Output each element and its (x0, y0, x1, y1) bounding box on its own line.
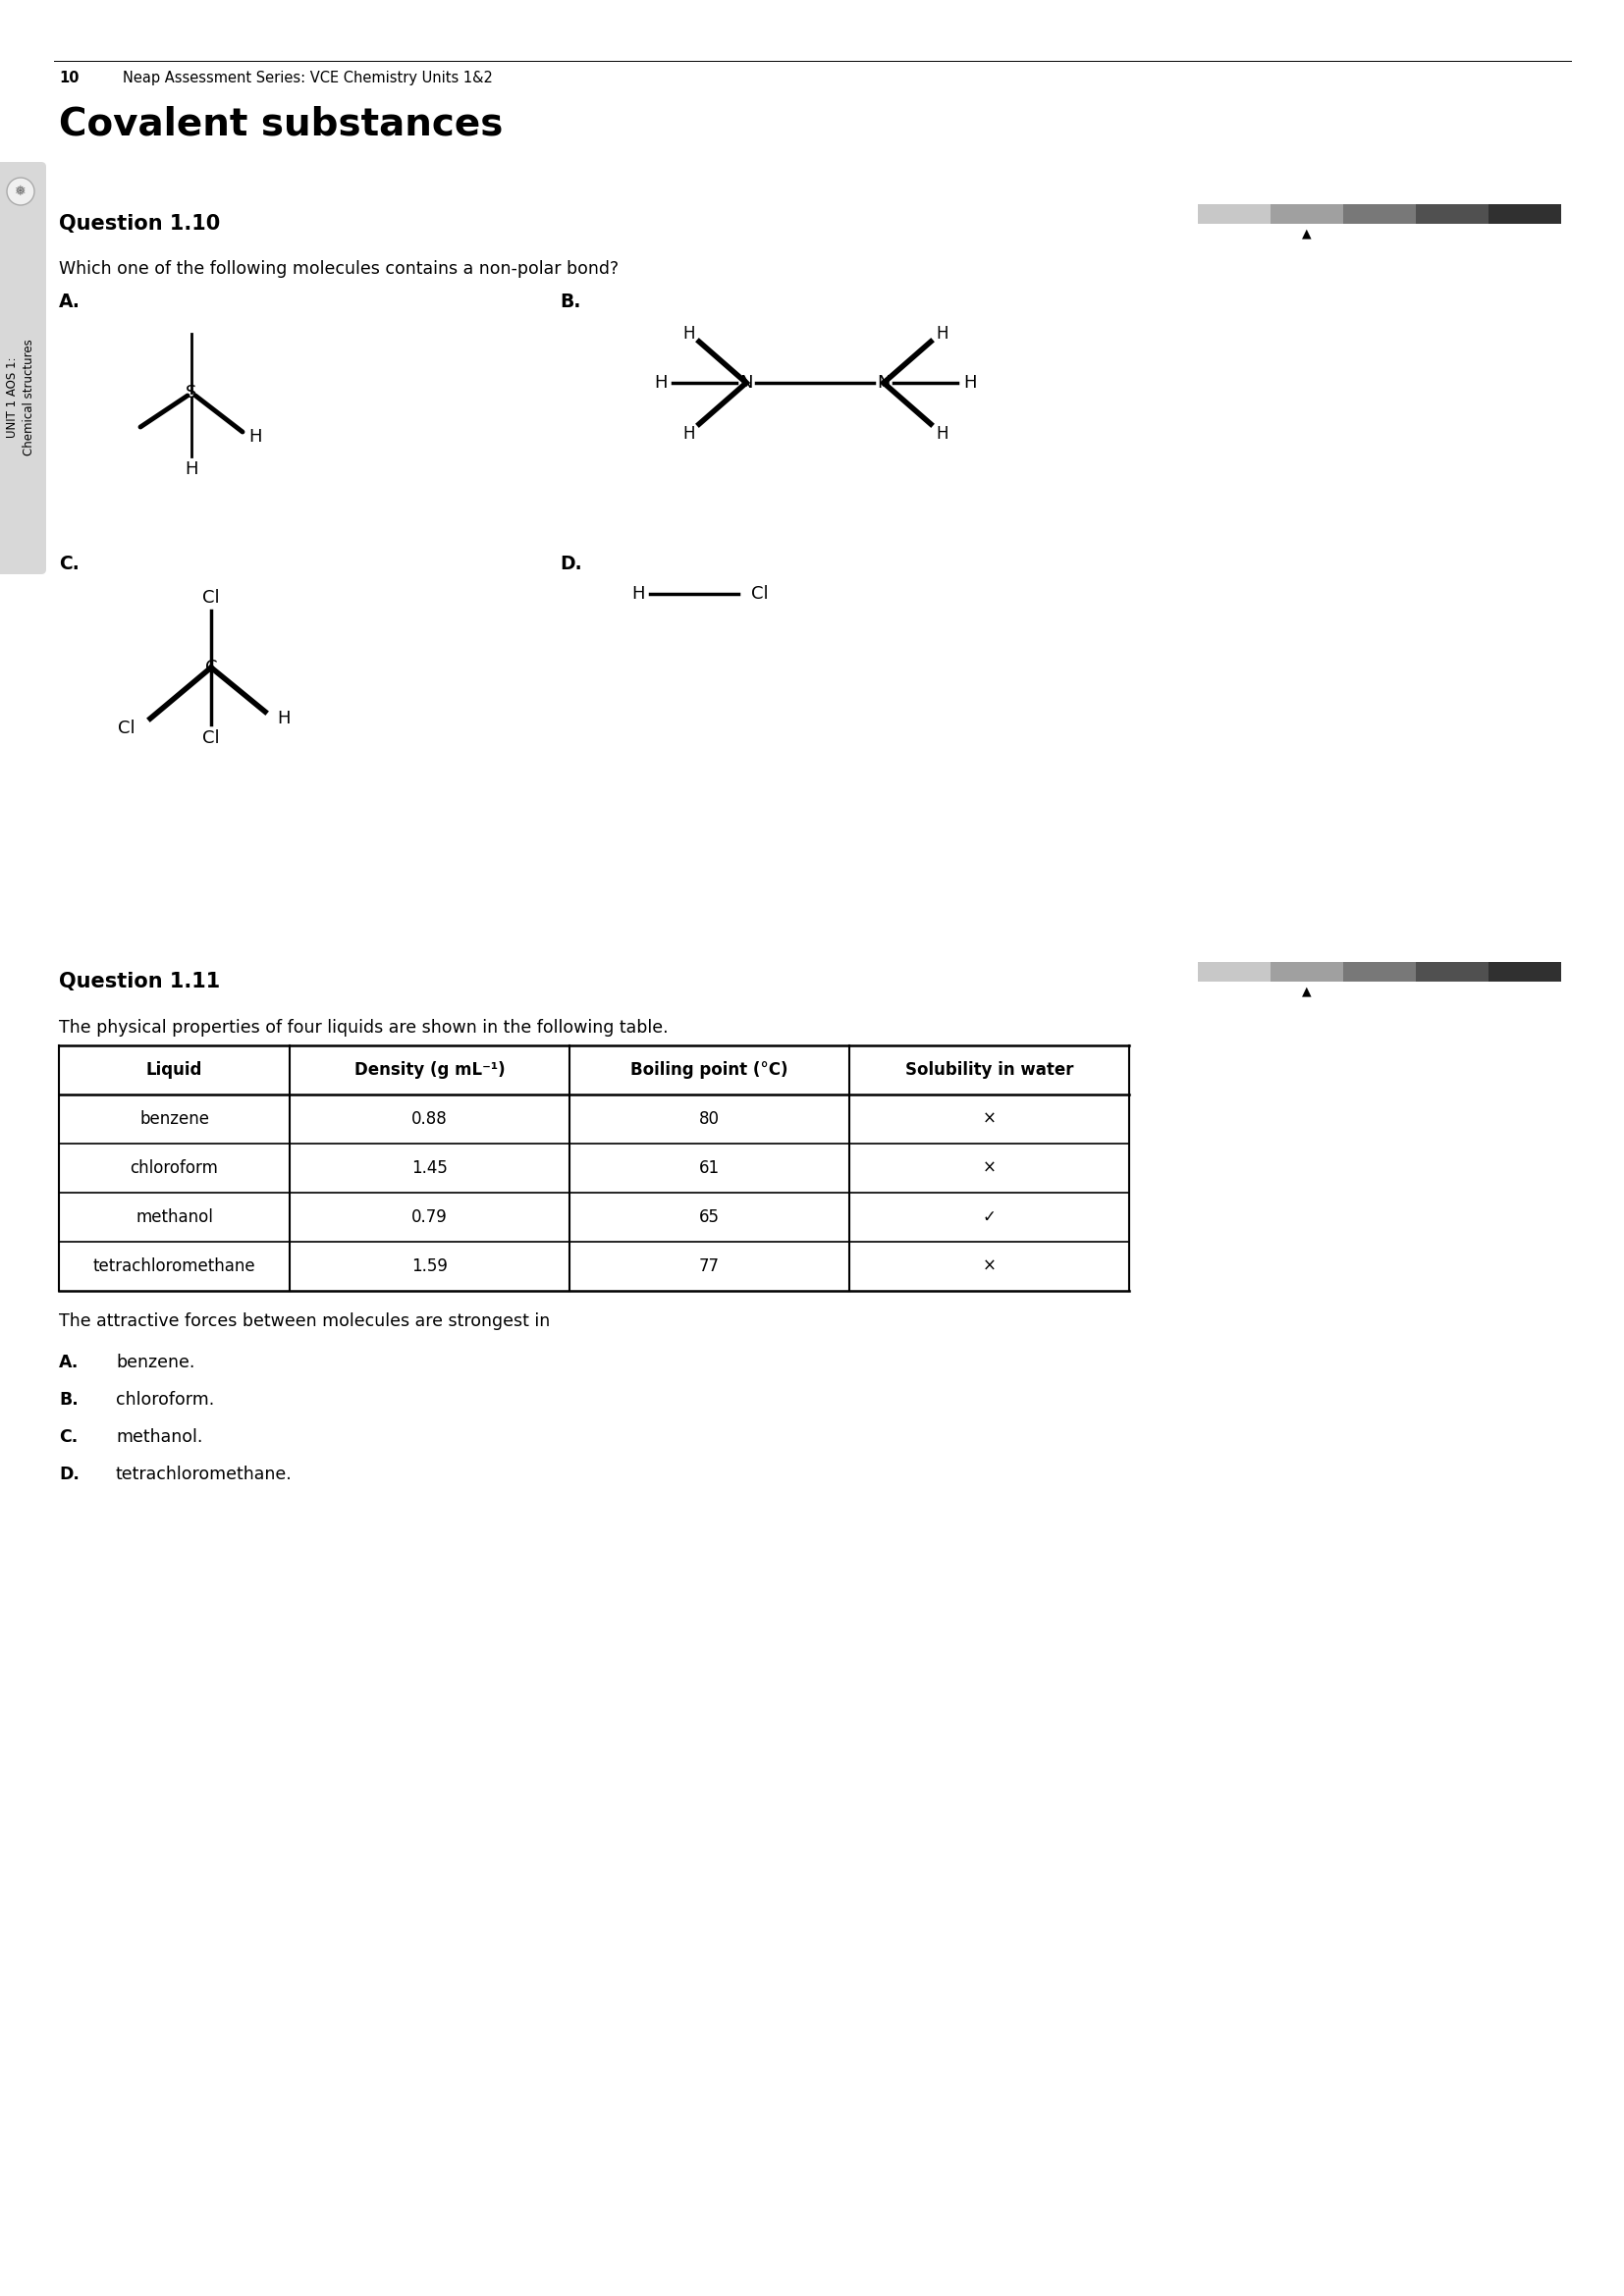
Text: 1.45: 1.45 (411, 1159, 448, 1178)
Text: A.: A. (58, 292, 81, 312)
Text: C.: C. (58, 1428, 78, 1446)
Text: benzene.: benzene. (115, 1355, 195, 1371)
Text: 0.88: 0.88 (411, 1111, 448, 1127)
Text: H: H (963, 374, 976, 393)
Text: D.: D. (560, 556, 581, 574)
Text: B.: B. (560, 292, 581, 312)
Text: 65: 65 (698, 1208, 719, 1226)
Text: Boiling point (°C): Boiling point (°C) (630, 1061, 788, 1079)
Text: 1.59: 1.59 (411, 1258, 448, 1274)
Text: Liquid: Liquid (146, 1061, 203, 1079)
Bar (1270, 962, 1343, 983)
Text: H: H (654, 374, 667, 393)
Text: tetrachloromethane: tetrachloromethane (93, 1258, 255, 1274)
Bar (1199, 204, 1270, 223)
FancyBboxPatch shape (0, 163, 45, 574)
Text: H: H (276, 709, 291, 728)
Bar (1489, 962, 1561, 983)
Text: Neap Assessment Series: VCE Chemistry Units 1&2: Neap Assessment Series: VCE Chemistry Un… (123, 71, 492, 85)
Bar (1416, 204, 1489, 223)
Text: A.: A. (58, 1355, 80, 1371)
Text: Covalent substances: Covalent substances (58, 106, 503, 142)
Text: S: S (185, 383, 197, 402)
Text: Question 1.11: Question 1.11 (58, 971, 221, 992)
Text: Solubility in water: Solubility in water (905, 1061, 1073, 1079)
Text: The physical properties of four liquids are shown in the following table.: The physical properties of four liquids … (58, 1019, 669, 1035)
Text: tetrachloromethane.: tetrachloromethane. (115, 1465, 292, 1483)
Text: Question 1.10: Question 1.10 (58, 214, 221, 234)
Text: ×: × (983, 1159, 996, 1178)
Text: methanol: methanol (135, 1208, 213, 1226)
Text: Density (g mL⁻¹): Density (g mL⁻¹) (354, 1061, 505, 1079)
Text: D.: D. (58, 1465, 80, 1483)
Text: benzene: benzene (140, 1111, 209, 1127)
Text: ×: × (983, 1111, 996, 1127)
Text: C: C (205, 659, 218, 677)
Text: Cl: Cl (203, 590, 219, 606)
Text: H: H (937, 425, 948, 443)
Text: C.: C. (58, 556, 80, 574)
Text: 10: 10 (58, 71, 80, 85)
Text: ✓: ✓ (983, 1208, 996, 1226)
Text: chloroform: chloroform (130, 1159, 218, 1178)
Text: B.: B. (58, 1391, 78, 1410)
Text: 80: 80 (698, 1111, 719, 1127)
Text: H: H (632, 585, 645, 604)
Text: methanol.: methanol. (115, 1428, 203, 1446)
Text: ▲: ▲ (1302, 227, 1312, 239)
Text: N: N (877, 374, 890, 393)
Text: Cl: Cl (119, 719, 135, 737)
Text: 61: 61 (698, 1159, 719, 1178)
Text: Cl: Cl (203, 730, 219, 746)
Bar (1199, 962, 1270, 983)
Text: H: H (684, 425, 695, 443)
Text: H: H (248, 427, 261, 445)
Text: Cl: Cl (752, 585, 768, 604)
Text: ▲: ▲ (1302, 985, 1312, 996)
Bar (1416, 962, 1489, 983)
Text: ❅: ❅ (15, 184, 26, 197)
Text: The attractive forces between molecules are strongest in: The attractive forces between molecules … (58, 1313, 551, 1329)
Text: H: H (684, 326, 695, 342)
Bar (1343, 962, 1416, 983)
Circle shape (6, 177, 34, 204)
Text: chloroform.: chloroform. (115, 1391, 214, 1410)
Text: H: H (937, 326, 948, 342)
Text: ×: × (983, 1258, 996, 1274)
Text: 0.79: 0.79 (411, 1208, 448, 1226)
Text: 77: 77 (698, 1258, 719, 1274)
Text: H: H (185, 461, 198, 478)
Text: UNIT 1 AOS 1:
Chemical structures: UNIT 1 AOS 1: Chemical structures (6, 340, 36, 457)
Bar (1343, 204, 1416, 223)
Bar (1489, 204, 1561, 223)
Bar (1270, 204, 1343, 223)
Text: Which one of the following molecules contains a non-polar bond?: Which one of the following molecules con… (58, 259, 619, 278)
Text: N: N (739, 374, 754, 393)
